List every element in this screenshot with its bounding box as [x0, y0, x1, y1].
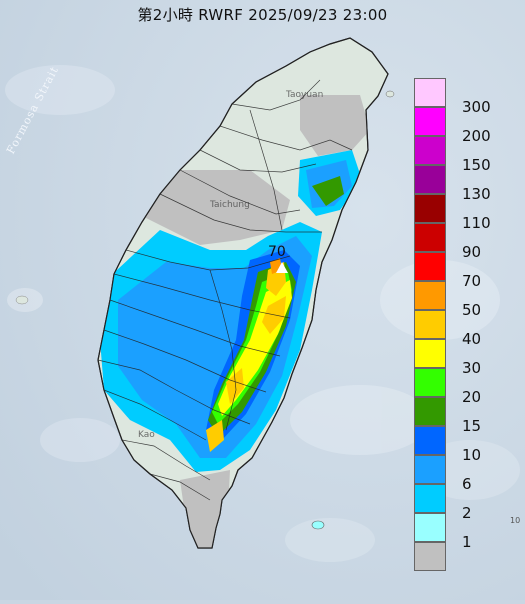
legend-label: 15 — [462, 417, 482, 435]
legend-swatch — [414, 339, 446, 368]
legend-swatch — [414, 368, 446, 397]
legend-row: 130 — [412, 165, 518, 203]
legend-row: 150 — [412, 136, 518, 174]
place-label-taoyuan: Taoyuan — [286, 90, 324, 100]
legend-row: 70 — [412, 252, 518, 290]
legend-label: 70 — [462, 272, 482, 290]
legend-row: 300 — [412, 78, 518, 116]
legend-row: 50 — [412, 281, 518, 319]
legend-label: 30 — [462, 359, 482, 377]
legend-label: 130 — [462, 185, 491, 203]
rain-band-15-north — [312, 176, 344, 206]
legend-row: 40 — [412, 310, 518, 348]
legend-swatch — [414, 223, 446, 252]
rain-band-40-d — [206, 420, 224, 452]
peak-marker-icon — [276, 262, 288, 273]
legend-label: 10 — [462, 446, 482, 464]
legend-swatch — [414, 281, 446, 310]
legend-row: 200 — [412, 107, 518, 145]
legend-label: 150 — [462, 156, 491, 174]
legend-row — [412, 542, 518, 571]
legend-row: 6 — [412, 455, 518, 493]
corner-label: 10 — [510, 516, 521, 525]
legend-swatch — [414, 484, 446, 513]
guishan-island — [385, 90, 395, 98]
legend-row: 10 — [412, 426, 518, 464]
legend-label: 300 — [462, 98, 491, 116]
legend-row: 15 — [412, 397, 518, 435]
legend-label: 6 — [462, 475, 472, 493]
boundary-lines — [97, 79, 353, 501]
no-rain-north — [140, 170, 290, 245]
legend-row: 2 — [412, 484, 518, 522]
legend-swatch — [414, 542, 446, 571]
legend-swatch — [414, 513, 446, 542]
legend-label: 200 — [462, 127, 491, 145]
legend-row: 110 — [412, 194, 518, 232]
rainfall-legend: 300 200 150 130 110 90 70 50 40 30 20 15 10 6 2 1 — [412, 78, 518, 572]
map-title: 第2小時 RWRF 2025/09/23 23:00 — [137, 6, 388, 24]
legend-swatch — [414, 107, 446, 136]
legend-row: 20 — [412, 368, 518, 406]
place-label-taichung: Taichung — [210, 200, 250, 210]
legend-swatch — [414, 426, 446, 455]
legend-swatch — [414, 455, 446, 484]
legend-label: 50 — [462, 301, 482, 319]
legend-label: 2 — [462, 504, 472, 522]
legend-label: 90 — [462, 243, 482, 261]
legend-swatch — [414, 78, 446, 107]
peak-value-label: 70 — [268, 244, 286, 260]
penghu-island — [15, 295, 29, 305]
legend-row: 1 — [412, 513, 518, 551]
legend-label: 110 — [462, 214, 491, 232]
green-island — [311, 520, 325, 530]
legend-label: 40 — [462, 330, 482, 348]
place-label-kao: Kao — [138, 430, 155, 440]
rain-band-40-c — [226, 368, 244, 404]
legend-swatch — [414, 397, 446, 426]
legend-label: 1 — [462, 533, 472, 551]
legend-swatch — [414, 165, 446, 194]
legend-row: 30 — [412, 339, 518, 377]
no-rain-east — [300, 95, 370, 156]
legend-swatch — [414, 136, 446, 165]
legend-row: 90 — [412, 223, 518, 261]
legend-label: 20 — [462, 388, 482, 406]
legend-swatch — [414, 194, 446, 223]
cloud-texture — [5, 65, 520, 562]
legend-swatch — [414, 252, 446, 281]
legend-swatch — [414, 310, 446, 339]
